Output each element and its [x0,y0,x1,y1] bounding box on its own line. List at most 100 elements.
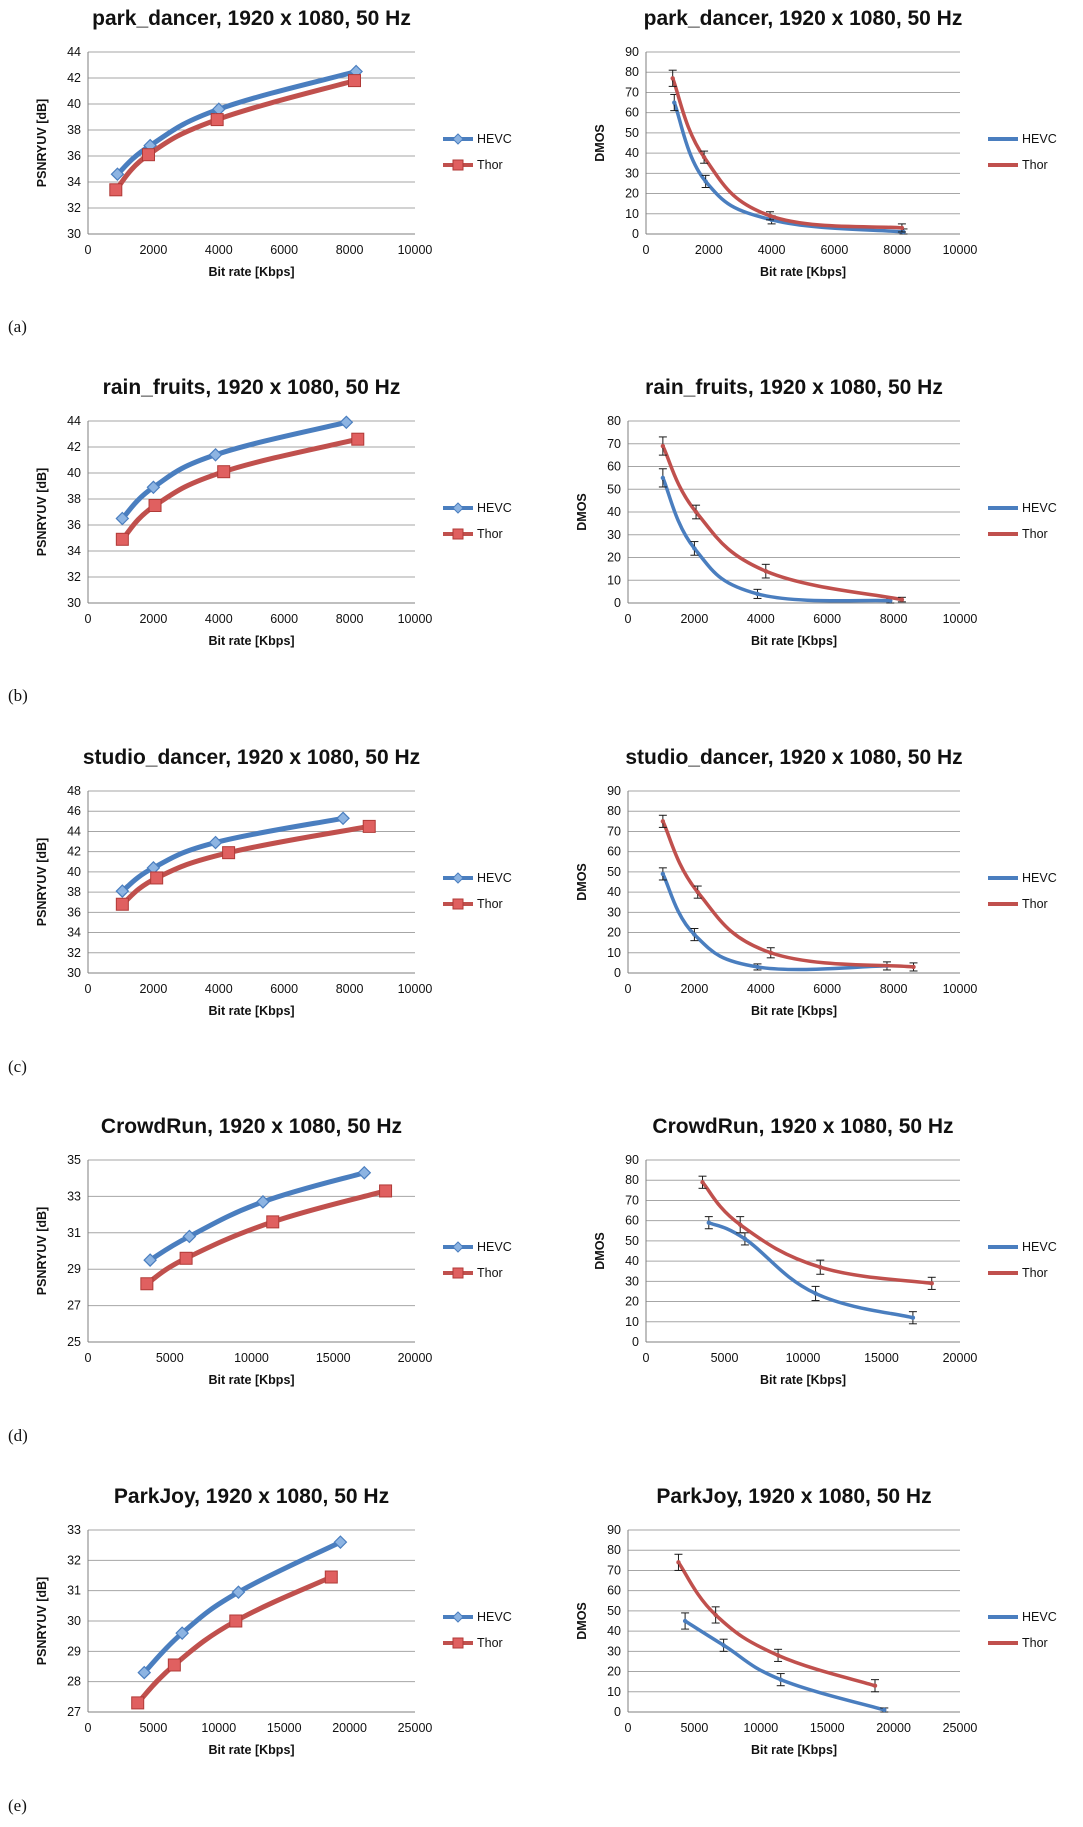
y-tick-label: 44 [67,45,81,59]
series-line-thor [119,823,372,907]
data-point [872,1683,878,1688]
legend-item-thor: Thor [988,1636,1048,1650]
y-tick-label: 70 [625,85,639,99]
data-point [660,819,666,824]
data-point [222,846,236,860]
y-tick-label: 31 [67,1584,81,1598]
data-point [888,598,893,603]
gridlines [88,790,415,974]
chart-5: studio_dancer, 1920 x 1080, 50 Hz 30 32 34 3… [35,746,512,1018]
legend-marker [452,1267,464,1279]
chart-2: park_dancer, 1920 x 1080, 50 Hz 0 10 20 30 40… [593,7,1057,279]
x-tick-label: 20000 [876,1721,911,1735]
data-point [146,480,161,495]
legend: HEVC Thor [988,1240,1057,1280]
y-tick-label: 10 [607,946,621,960]
x-tick-label: 20000 [332,1721,367,1735]
y-axis-label: PSNRYUV [dB] [35,468,49,556]
y-tick-label: 30 [67,1614,81,1628]
y-tick-label: 36 [67,905,81,919]
y-tick-label: 40 [67,466,81,480]
legend-label: HEVC [1022,1240,1057,1254]
data-point [813,1291,818,1296]
y-tick-label: 40 [625,1254,639,1268]
x-tick-label: 0 [643,243,650,257]
series-thor [131,1570,338,1710]
series-line-thor [113,78,358,193]
y-tick-label: 44 [67,414,81,428]
legend-item-hevc: HEVC [988,132,1057,146]
y-tick-label: 33 [67,1523,81,1537]
chart-title: ParkJoy, 1920 x 1080, 50 Hz [114,1485,389,1508]
y-tick-label: 46 [67,804,81,818]
y-tick-label: 70 [607,437,621,451]
legend-label: Thor [477,158,503,172]
data-point [175,1626,190,1640]
y-tick-label: 10 [607,1685,621,1699]
series-thor [115,819,376,911]
data-point [670,76,675,81]
x-tick-label: 6000 [270,982,298,996]
data-point [755,591,760,597]
series-line-hevc [672,100,906,234]
data-point [229,1614,243,1628]
y-tick-label: 40 [67,865,81,879]
y-tick-label: 80 [625,1173,639,1187]
data-point [351,432,365,446]
y-tick-label: 27 [67,1705,81,1719]
y-tick-label: 38 [67,885,81,899]
y-tick-label: 60 [625,106,639,120]
x-tick-label: 15000 [267,1721,302,1735]
y-tick-label: 44 [67,824,81,838]
series-hevc [137,1535,348,1680]
y-axis-label: DMOS [575,493,589,531]
data-point [115,884,130,898]
series-line-hevc [683,1619,887,1712]
y-axis-label: PSNRYUV [dB] [35,838,49,926]
x-tick-label: 2000 [680,982,708,996]
x-tick-label: 4000 [758,243,786,257]
chart-1: park_dancer, 1920 x 1080, 50 Hz 30 32 34 36 3… [35,7,512,279]
chart-title: park_dancer, 1920 x 1080, 50 Hz [644,7,963,30]
panel-label-c: (c) [8,1057,27,1076]
data-point [217,465,231,479]
data-point [336,811,350,826]
y-tick-label: 40 [607,885,621,899]
series-thor [115,432,365,546]
y-tick-label: 90 [625,45,639,59]
legend-label: HEVC [477,871,512,885]
x-tick-label: 8000 [883,243,911,257]
y-tick-label: 32 [67,570,81,584]
legend-item-thor: Thor [443,897,503,911]
legend-item-hevc: HEVC [443,501,512,515]
y-tick-label: 70 [607,824,621,838]
data-point [910,1315,916,1320]
x-axis-label: Bit rate [Kbps] [760,1373,846,1387]
chart-8: CrowdRun, 1920 x 1080, 50 Hz 0 10 20 30 40 50 6… [593,1115,1057,1387]
y-axis-label: DMOS [575,1602,589,1640]
x-tick-label: 10000 [943,243,978,257]
legend-marker [452,1241,464,1253]
x-tick-label: 8000 [336,612,364,626]
y-tick-label: 20 [607,551,621,565]
data-point [660,871,666,877]
y-tick-label: 20 [625,187,639,201]
series-line-thor [661,444,904,602]
series-hevc [670,93,908,235]
legend-item-hevc: HEVC [443,132,512,146]
y-axis-label: DMOS [593,124,607,162]
y-tick-label: 0 [632,227,639,241]
legend-item-hevc: HEVC [443,871,512,885]
legend-label: Thor [1022,158,1048,172]
gridlines [646,51,960,235]
x-tick-label: 15000 [316,1351,351,1365]
data-point [131,1696,145,1710]
y-tick-label: 0 [632,1335,639,1349]
data-point [256,1195,270,1209]
x-tick-label: 10000 [786,1351,821,1365]
y-tick-label: 90 [625,1153,639,1167]
y-axis-label: PSNRYUV [dB] [35,1207,49,1295]
legend-label: Thor [477,527,503,541]
x-tick-label: 0 [85,612,92,626]
data-point [150,871,164,885]
